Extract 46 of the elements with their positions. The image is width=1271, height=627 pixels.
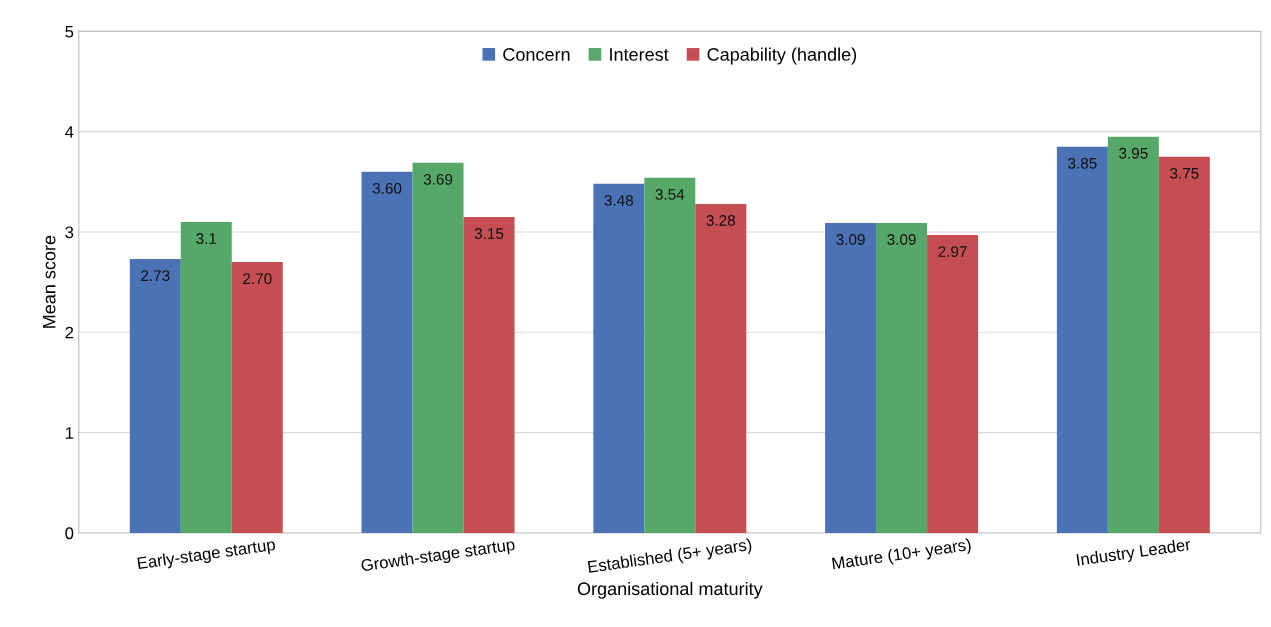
bar [180,221,232,533]
data-label: 3.54 [655,188,685,200]
y-tick-label: 4 [65,126,74,138]
data-label: 3.85 [1068,157,1097,169]
data-label: 3.95 [1119,147,1148,159]
bar [129,259,181,533]
bar [463,216,515,533]
data-label: 2.97 [938,246,967,257]
bar [1158,156,1210,533]
data-label: 3.48 [604,195,634,206]
bar [695,203,747,533]
bar [1107,136,1159,533]
x-tick-label: Industry Leader [1076,537,1192,570]
x-tick-label: Established (5+ years) [587,537,753,577]
x-tick-label: Mature (10+ years) [831,537,972,573]
y-tick-label: 3 [65,226,74,239]
bar [825,222,877,533]
data-label: 3.09 [836,234,865,245]
data-label: 2.70 [243,273,272,285]
bar [1056,146,1108,533]
y-tick-label: 5 [65,25,74,38]
bar [593,183,645,533]
data-label: 3.69 [423,173,453,185]
data-label: 3.15 [474,228,504,239]
legend-label: Capability (handle) [707,47,857,65]
bar [927,235,979,533]
data-label: 2.73 [141,270,170,282]
bar [876,222,928,533]
x-tick-label: Early-stage startup [137,537,276,573]
data-label: 3.75 [1170,167,1199,179]
bar [412,162,464,533]
data-label: 3.28 [706,215,736,226]
data-label: 3.1 [196,233,217,244]
y-axis-title: Mean score [42,235,56,328]
x-tick-label: Growth-stage startup [360,537,516,575]
data-label: 3.60 [372,182,402,194]
y-tick-label: 2 [65,326,74,339]
data-label: 3.09 [887,234,916,245]
y-tick-label: 0 [65,527,74,540]
bar [231,262,283,533]
bar [361,171,413,533]
bar [644,177,696,533]
y-tick-label: 1 [65,427,74,439]
legend-label: Concern [503,48,570,61]
x-axis-title: Organisational maturity [577,581,763,599]
legend-label: Interest [610,48,669,61]
